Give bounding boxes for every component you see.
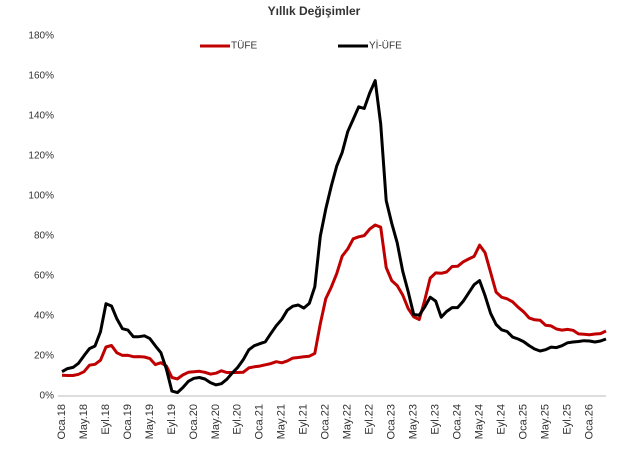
y-tick-label: 40% (34, 311, 54, 322)
x-tick-label: Oca.23 (386, 404, 398, 439)
y-tick-label: 140% (28, 111, 54, 122)
x-tick-label: Eyl.21 (298, 404, 310, 435)
legend-label: Yİ-ÜFE (369, 39, 402, 52)
x-tick-label: Eyl.18 (100, 404, 112, 435)
series-line (61, 223, 607, 381)
x-tick-label: Eyl.19 (166, 404, 178, 435)
y-tick-label: 80% (34, 231, 54, 242)
x-tick-label: May.20 (210, 404, 222, 439)
x-tick-label: Oca.18 (56, 404, 68, 439)
x-tick-label: May.25 (539, 404, 551, 439)
y-tick-label: 0% (40, 391, 55, 402)
x-tick-label: Oca.21 (254, 404, 266, 439)
x-tick-label: May.21 (276, 404, 288, 439)
y-tick-label: 100% (28, 191, 54, 202)
x-tick-label: Eyl.20 (232, 404, 244, 435)
y-tick-label: 180% (28, 31, 54, 42)
y-tick-label: 160% (28, 71, 54, 82)
x-tick-label: May.23 (408, 404, 420, 439)
x-tick-label: Eyl.25 (561, 404, 573, 435)
y-tick-label: 60% (34, 271, 54, 282)
x-tick-label: May.24 (474, 404, 486, 439)
x-tick-label: May.22 (342, 404, 354, 439)
x-tick-label: Oca.26 (583, 404, 595, 439)
series-line (61, 79, 607, 395)
y-tick-label: 120% (28, 151, 54, 162)
x-tick-label: Oca.19 (122, 404, 134, 439)
x-tick-label: May.19 (144, 404, 156, 439)
x-tick-label: Oca.20 (188, 404, 200, 439)
x-tick-label: Oca.22 (320, 404, 332, 439)
x-tick-label: Oca.25 (517, 404, 529, 439)
x-tick-label: May.18 (78, 404, 90, 439)
legend-label: TÜFE (231, 40, 257, 52)
y-tick-label: 20% (34, 351, 54, 362)
x-tick-label: Oca.24 (452, 404, 464, 439)
x-tick-label: Eyl.23 (430, 404, 442, 435)
chart-title: Yıllık Değişimler (268, 4, 361, 18)
x-tick-label: Eyl.22 (364, 404, 376, 435)
x-tick-label: Eyl.24 (496, 404, 508, 435)
